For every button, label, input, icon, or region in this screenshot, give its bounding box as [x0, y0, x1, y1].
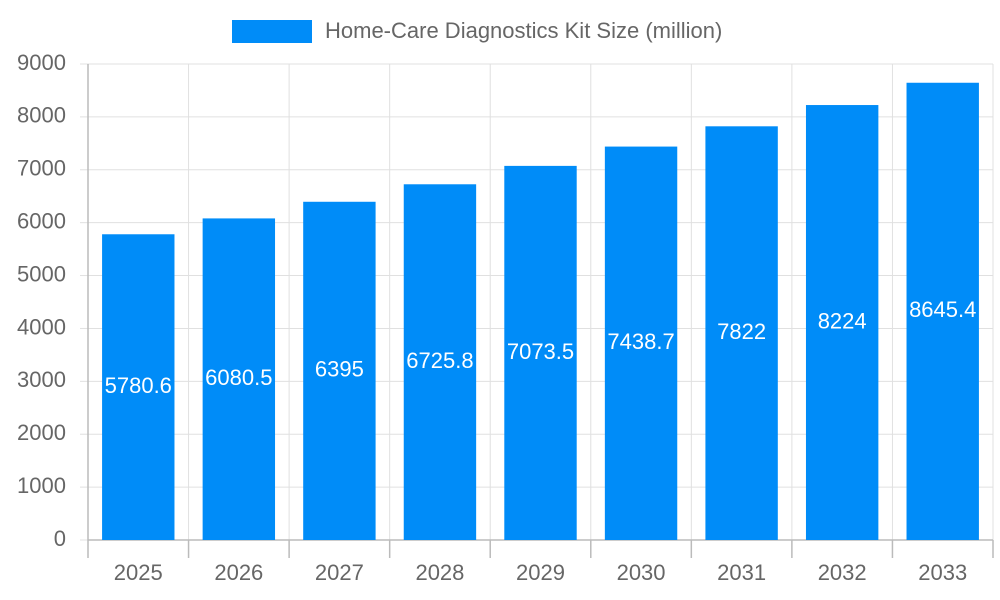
x-tick-label: 2028	[415, 560, 464, 585]
legend-label: Home-Care Diagnostics Kit Size (million)	[325, 18, 722, 43]
bar	[504, 165, 577, 540]
data-label: 7438.7	[607, 329, 674, 354]
y-tick-label: 6000	[17, 208, 66, 233]
y-tick-label: 5000	[17, 261, 66, 286]
data-label: 6395	[315, 357, 364, 382]
bar	[805, 105, 879, 540]
x-tick-label: 2033	[918, 560, 967, 585]
data-label: 7073.5	[507, 339, 574, 364]
x-tick-label: 2031	[717, 560, 766, 585]
y-tick-label: 3000	[17, 367, 66, 392]
bar	[906, 82, 979, 541]
x-tick-label: 2026	[214, 560, 263, 585]
data-label: 5780.6	[105, 373, 172, 398]
y-tick-label: 9000	[17, 50, 66, 75]
y-tick-label: 1000	[17, 473, 66, 498]
bar	[705, 126, 778, 541]
x-tick-label: 2025	[114, 560, 163, 585]
bar	[102, 234, 175, 540]
x-tick-label: 2032	[818, 560, 867, 585]
y-tick-label: 2000	[17, 420, 66, 445]
data-label: 6725.8	[406, 348, 473, 373]
data-label: 8224	[818, 308, 867, 333]
bar	[303, 201, 376, 540]
bar	[403, 184, 477, 540]
x-tick-label: 2030	[617, 560, 666, 585]
bar	[604, 146, 678, 540]
y-tick-label: 4000	[17, 314, 66, 339]
data-label: 6080.5	[205, 365, 272, 390]
x-tick-label: 2029	[516, 560, 565, 585]
y-tick-label: 0	[54, 526, 66, 551]
data-label: 8645.4	[909, 297, 976, 322]
legend-swatch	[232, 20, 312, 43]
x-tick-label: 2027	[315, 560, 364, 585]
data-label: 7822	[717, 319, 766, 344]
bar	[202, 218, 276, 540]
y-tick-label: 8000	[17, 103, 66, 128]
y-tick-label: 7000	[17, 156, 66, 181]
